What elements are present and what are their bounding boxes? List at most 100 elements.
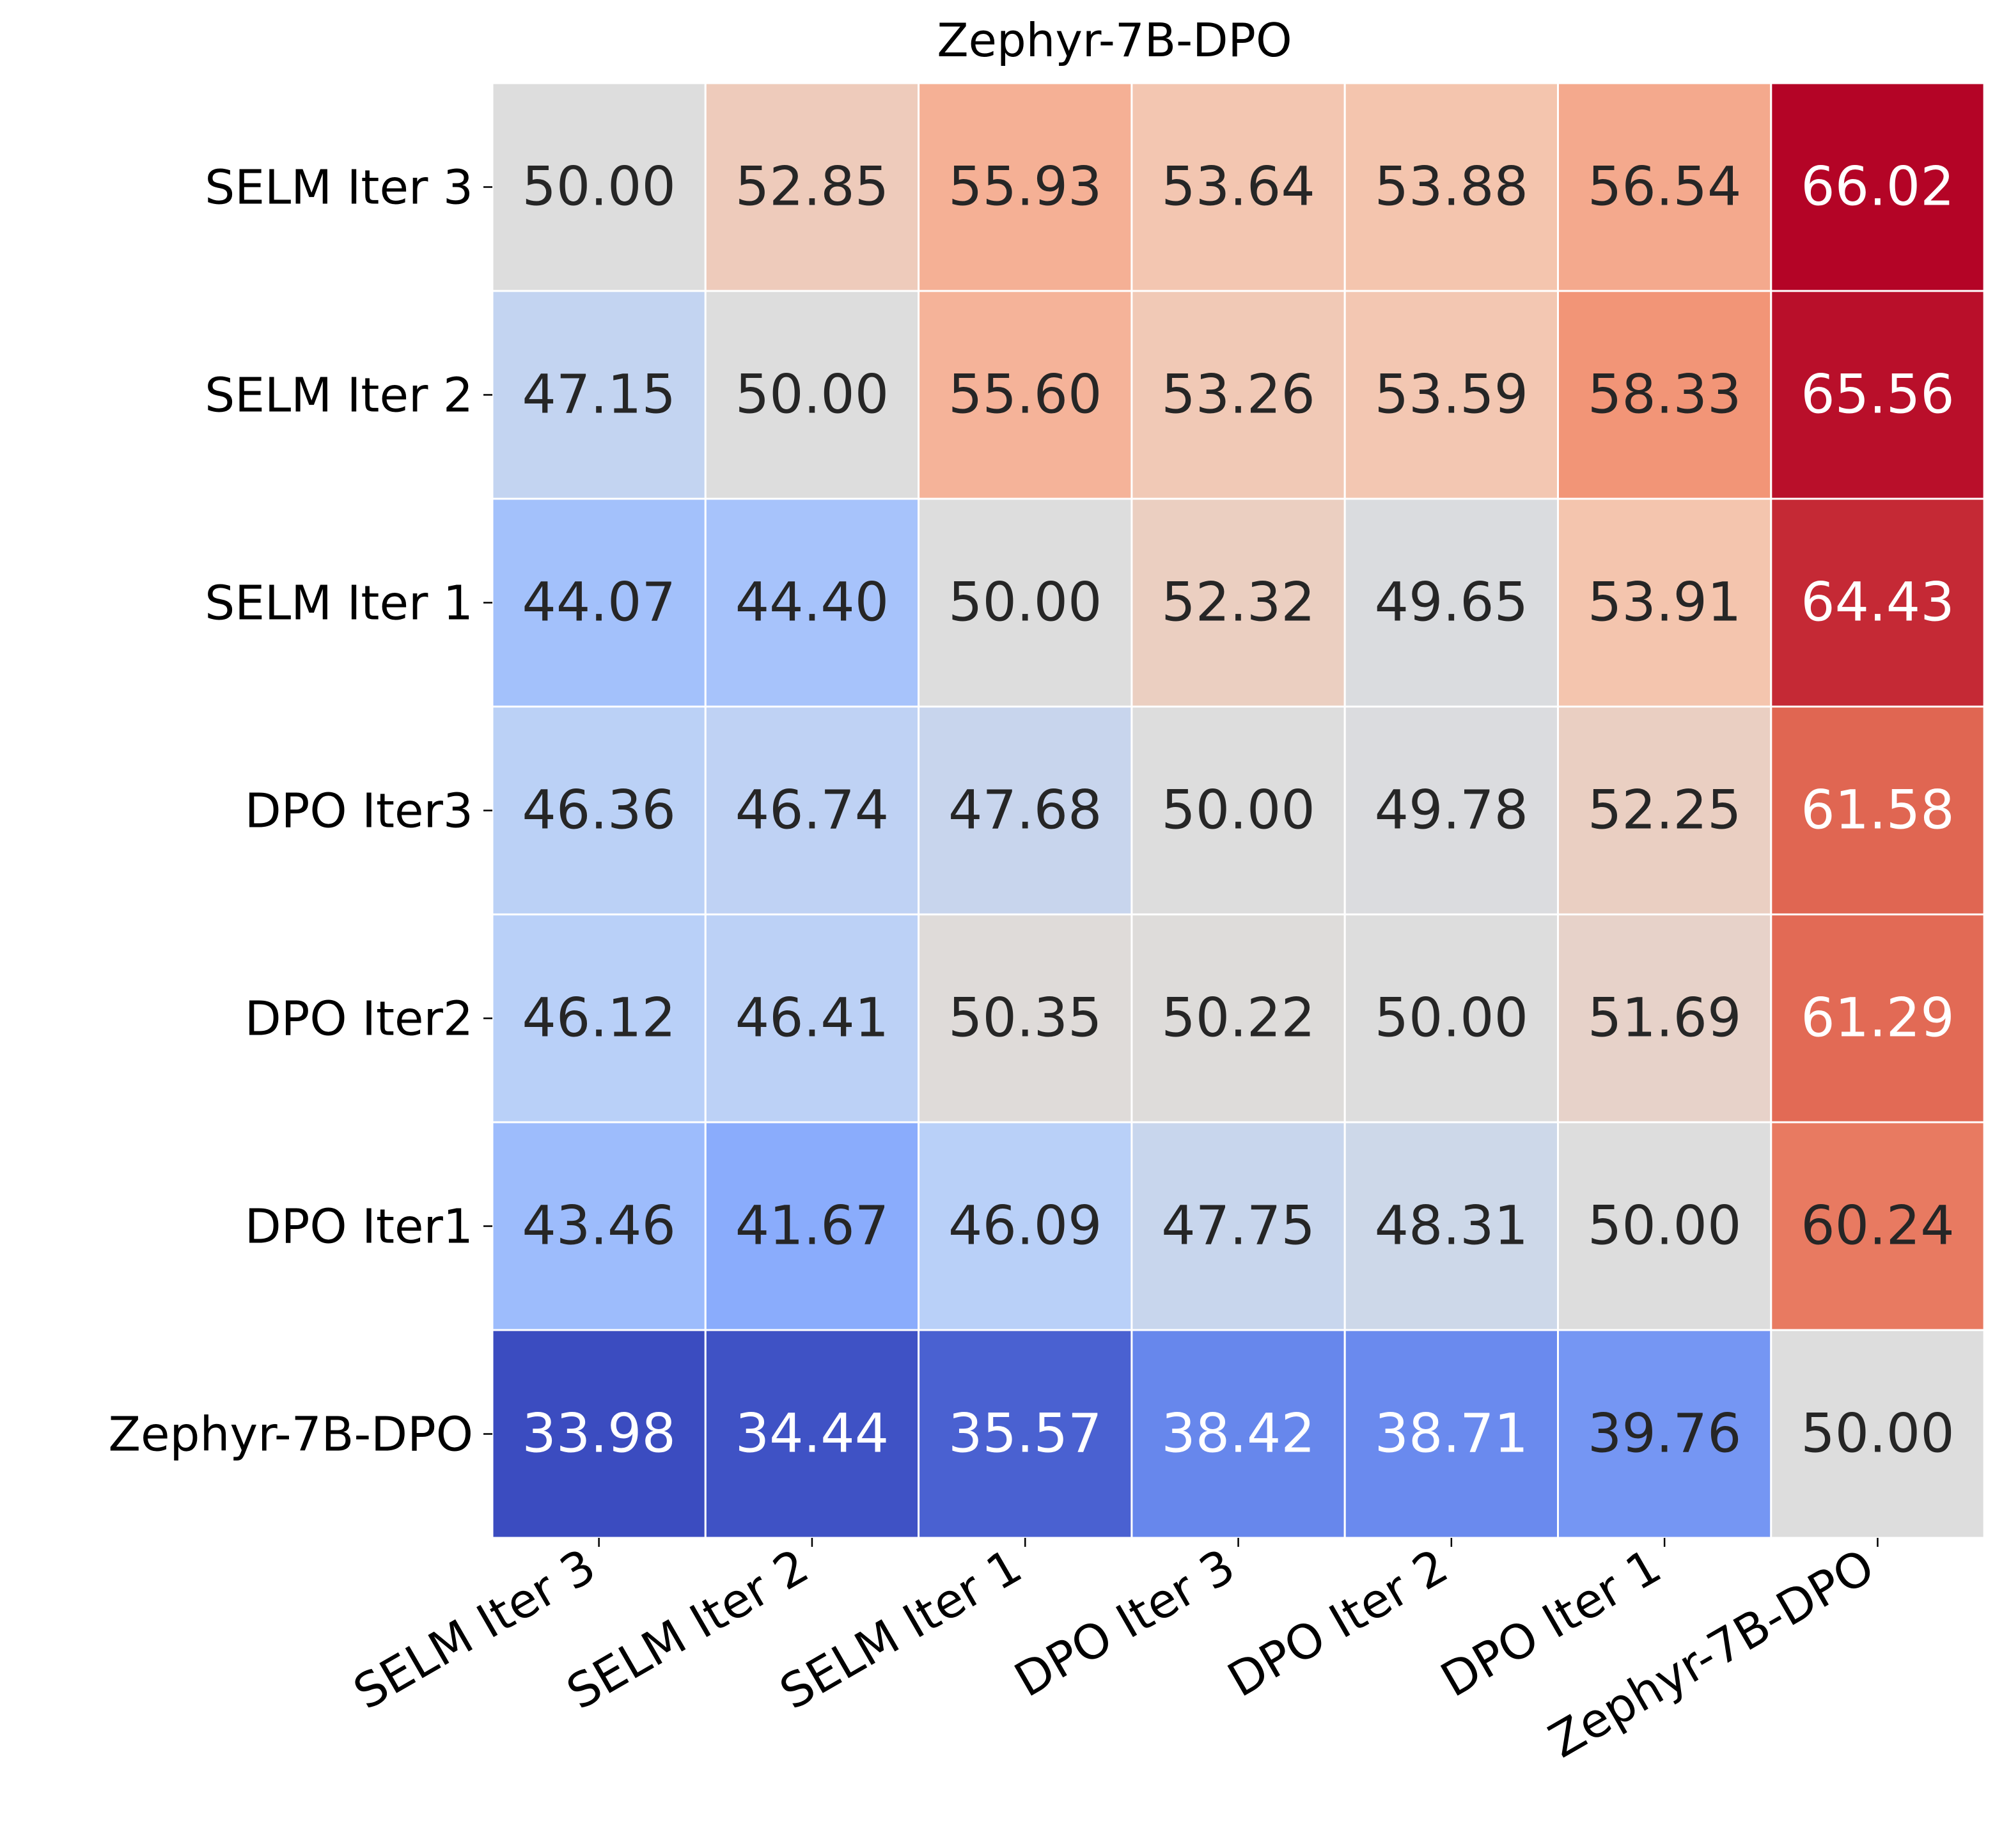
heatmap-cell <box>1557 82 1772 292</box>
cell-value-label: 47.75 <box>1161 1194 1315 1257</box>
cell-value-label: 35.57 <box>948 1402 1102 1465</box>
cell-value-label: 51.69 <box>1588 987 1741 1049</box>
heatmap-cell <box>704 82 920 292</box>
cell-value-label: 53.59 <box>1375 363 1528 426</box>
cell-value-label: 38.42 <box>1161 1402 1315 1465</box>
cell-value-label: 50.00 <box>1801 1402 1954 1465</box>
heatmap-cell <box>1770 1121 1985 1331</box>
heatmap-cell <box>918 1329 1133 1539</box>
x-tick-label: DPO Iter 3 <box>1006 1539 1244 1708</box>
heatmap-cell <box>1130 1121 1346 1331</box>
cell-value-label: 46.41 <box>735 987 889 1049</box>
cell-value-label: 60.24 <box>1801 1194 1954 1257</box>
heatmap-cell <box>1130 1329 1346 1539</box>
cell-value-label: 50.00 <box>735 363 889 426</box>
heatmap-cell <box>1130 497 1346 708</box>
heatmap-cell <box>1557 290 1772 500</box>
heatmap-cells <box>491 82 1985 1539</box>
heatmap-cell <box>704 497 920 708</box>
cell-value-label: 38.71 <box>1375 1402 1528 1465</box>
heatmap-cell <box>491 913 707 1124</box>
cell-value-label: 46.12 <box>522 987 675 1049</box>
heatmap-cell <box>1557 1329 1772 1539</box>
heatmap-cell <box>1770 913 1985 1124</box>
cell-value-label: 50.00 <box>1375 987 1528 1049</box>
cell-value-label: 49.78 <box>1375 779 1528 842</box>
x-tick-label: SELM Iter 1 <box>771 1539 1031 1720</box>
heatmap-cell <box>491 1329 707 1539</box>
y-tick-label: SELM Iter 2 <box>205 368 473 423</box>
y-tick-label: SELM Iter 1 <box>205 576 473 631</box>
heatmap-cell <box>1770 497 1985 708</box>
cell-value-label: 53.26 <box>1161 363 1315 426</box>
cell-value-label: 53.91 <box>1588 571 1741 634</box>
y-tick-label: DPO Iter3 <box>245 784 473 839</box>
heatmap-cell <box>918 913 1133 1124</box>
x-tick-label: DPO Iter 2 <box>1219 1539 1457 1708</box>
x-tick-label: SELM Iter 3 <box>345 1539 604 1720</box>
cell-value-label: 39.76 <box>1588 1402 1741 1465</box>
y-axis: SELM Iter 3 SELM Iter 2 SELM Iter 1 DPO Ite… <box>108 161 492 1462</box>
cell-value-label: 48.31 <box>1375 1194 1528 1257</box>
heatmap-value-labels: 50.00 52.85 55.93 53.64 53.88 56.54 66.02 47.15… <box>522 155 1954 1465</box>
cell-value-label: 46.74 <box>735 779 889 842</box>
cell-value-label: 50.00 <box>1588 1194 1741 1257</box>
x-tick-label: SELM Iter 2 <box>558 1539 817 1720</box>
cell-value-label: 52.32 <box>1161 571 1315 634</box>
cell-value-label: 50.35 <box>948 987 1102 1049</box>
heatmap-cell <box>1343 1329 1559 1539</box>
cell-value-label: 55.60 <box>948 363 1102 426</box>
cell-value-label: 55.93 <box>948 155 1102 218</box>
cell-value-label: 46.36 <box>522 779 675 842</box>
heatmap-cell <box>491 290 707 500</box>
heatmap-cell <box>491 705 707 916</box>
cell-value-label: 64.43 <box>1801 571 1954 634</box>
cell-value-label: 44.40 <box>735 571 889 634</box>
cell-value-label: 47.15 <box>522 363 675 426</box>
heatmap-cell <box>1130 82 1346 292</box>
cell-value-label: 58.33 <box>1588 363 1741 426</box>
heatmap-cell <box>704 1121 920 1331</box>
cell-value-label: 47.68 <box>948 779 1102 842</box>
heatmap-cell <box>1343 1121 1559 1331</box>
cell-value-label: 61.58 <box>1801 779 1954 842</box>
cell-value-label: 50.00 <box>1161 779 1315 842</box>
cell-value-label: 33.98 <box>522 1402 675 1465</box>
heatmap-cell <box>1343 82 1559 292</box>
heatmap-cell <box>918 497 1133 708</box>
heatmap-cell <box>491 82 707 292</box>
cell-value-label: 52.25 <box>1588 779 1741 842</box>
heatmap-cell <box>1557 497 1772 708</box>
cell-value-label: 50.00 <box>522 155 675 218</box>
cell-value-label: 52.85 <box>735 155 889 218</box>
heatmap-cell <box>1770 1329 1985 1539</box>
cell-value-label: 44.07 <box>522 571 675 634</box>
cell-value-label: 49.65 <box>1375 571 1528 634</box>
heatmap-cell <box>1557 705 1772 916</box>
cell-value-label: 56.54 <box>1588 155 1741 218</box>
heatmap-cell <box>1770 290 1985 500</box>
heatmap-cell <box>1343 497 1559 708</box>
cell-value-label: 66.02 <box>1801 155 1954 218</box>
heatmap-cell <box>918 82 1133 292</box>
heatmap-cell <box>1770 705 1985 916</box>
cell-value-label: 43.46 <box>522 1194 675 1257</box>
heatmap-cell <box>491 1121 707 1331</box>
cell-value-label: 46.09 <box>948 1194 1102 1257</box>
cell-value-label: 34.44 <box>735 1402 889 1465</box>
cell-value-label: 41.67 <box>735 1194 889 1257</box>
y-tick-label: SELM Iter 3 <box>205 161 473 215</box>
heatmap-cell <box>918 1121 1133 1331</box>
heatmap-cell <box>918 290 1133 500</box>
heatmap-cell <box>704 705 920 916</box>
cell-value-label: 50.22 <box>1161 987 1315 1049</box>
heatmap-cell <box>1343 290 1559 500</box>
y-tick-label: Zephyr-7B-DPO <box>108 1407 473 1462</box>
cell-value-label: 50.00 <box>948 571 1102 634</box>
chart-title: Zephyr-7B-DPO <box>937 13 1292 67</box>
heatmap-cell <box>1130 705 1346 916</box>
cell-value-label: 53.64 <box>1161 155 1315 218</box>
